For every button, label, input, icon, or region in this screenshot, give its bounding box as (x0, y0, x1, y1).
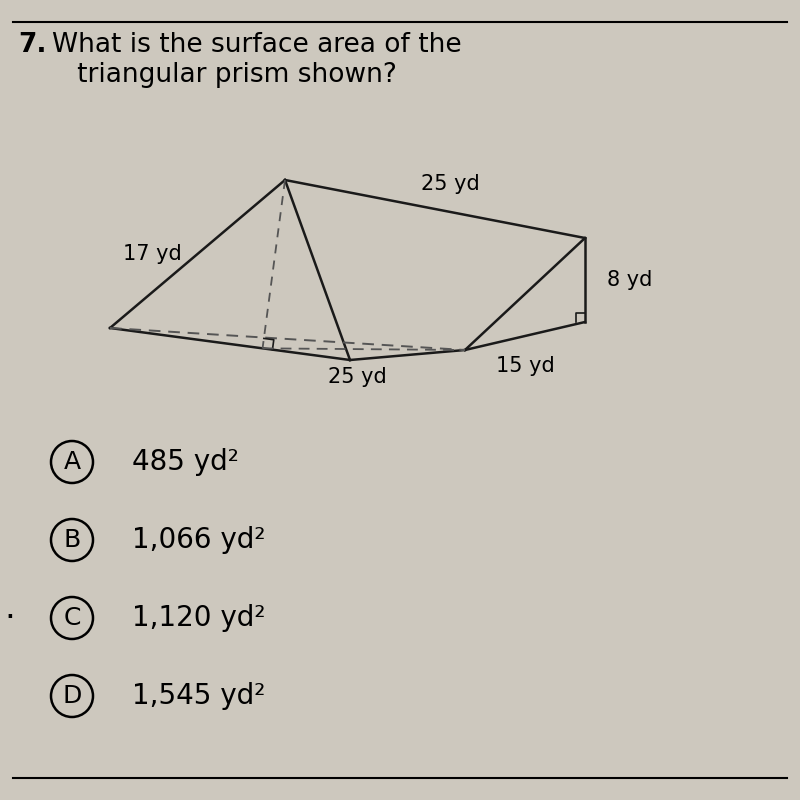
Text: 1,120 yd²: 1,120 yd² (132, 604, 266, 632)
Text: 1,066 yd²: 1,066 yd² (132, 526, 266, 554)
Text: 17 yd: 17 yd (123, 244, 182, 264)
Text: 485 yd²: 485 yd² (132, 448, 239, 476)
Text: ·: · (5, 602, 15, 634)
Text: 25 yd: 25 yd (421, 174, 479, 194)
Text: A: A (63, 450, 81, 474)
Text: D: D (62, 684, 82, 708)
Text: 15 yd: 15 yd (496, 356, 554, 376)
Text: 8 yd: 8 yd (607, 270, 652, 290)
Text: What is the surface area of the
   triangular prism shown?: What is the surface area of the triangul… (52, 32, 462, 88)
Text: 7.: 7. (18, 32, 46, 58)
Text: C: C (63, 606, 81, 630)
Text: 1,545 yd²: 1,545 yd² (132, 682, 266, 710)
Text: 25 yd: 25 yd (328, 367, 387, 387)
Text: B: B (63, 528, 81, 552)
